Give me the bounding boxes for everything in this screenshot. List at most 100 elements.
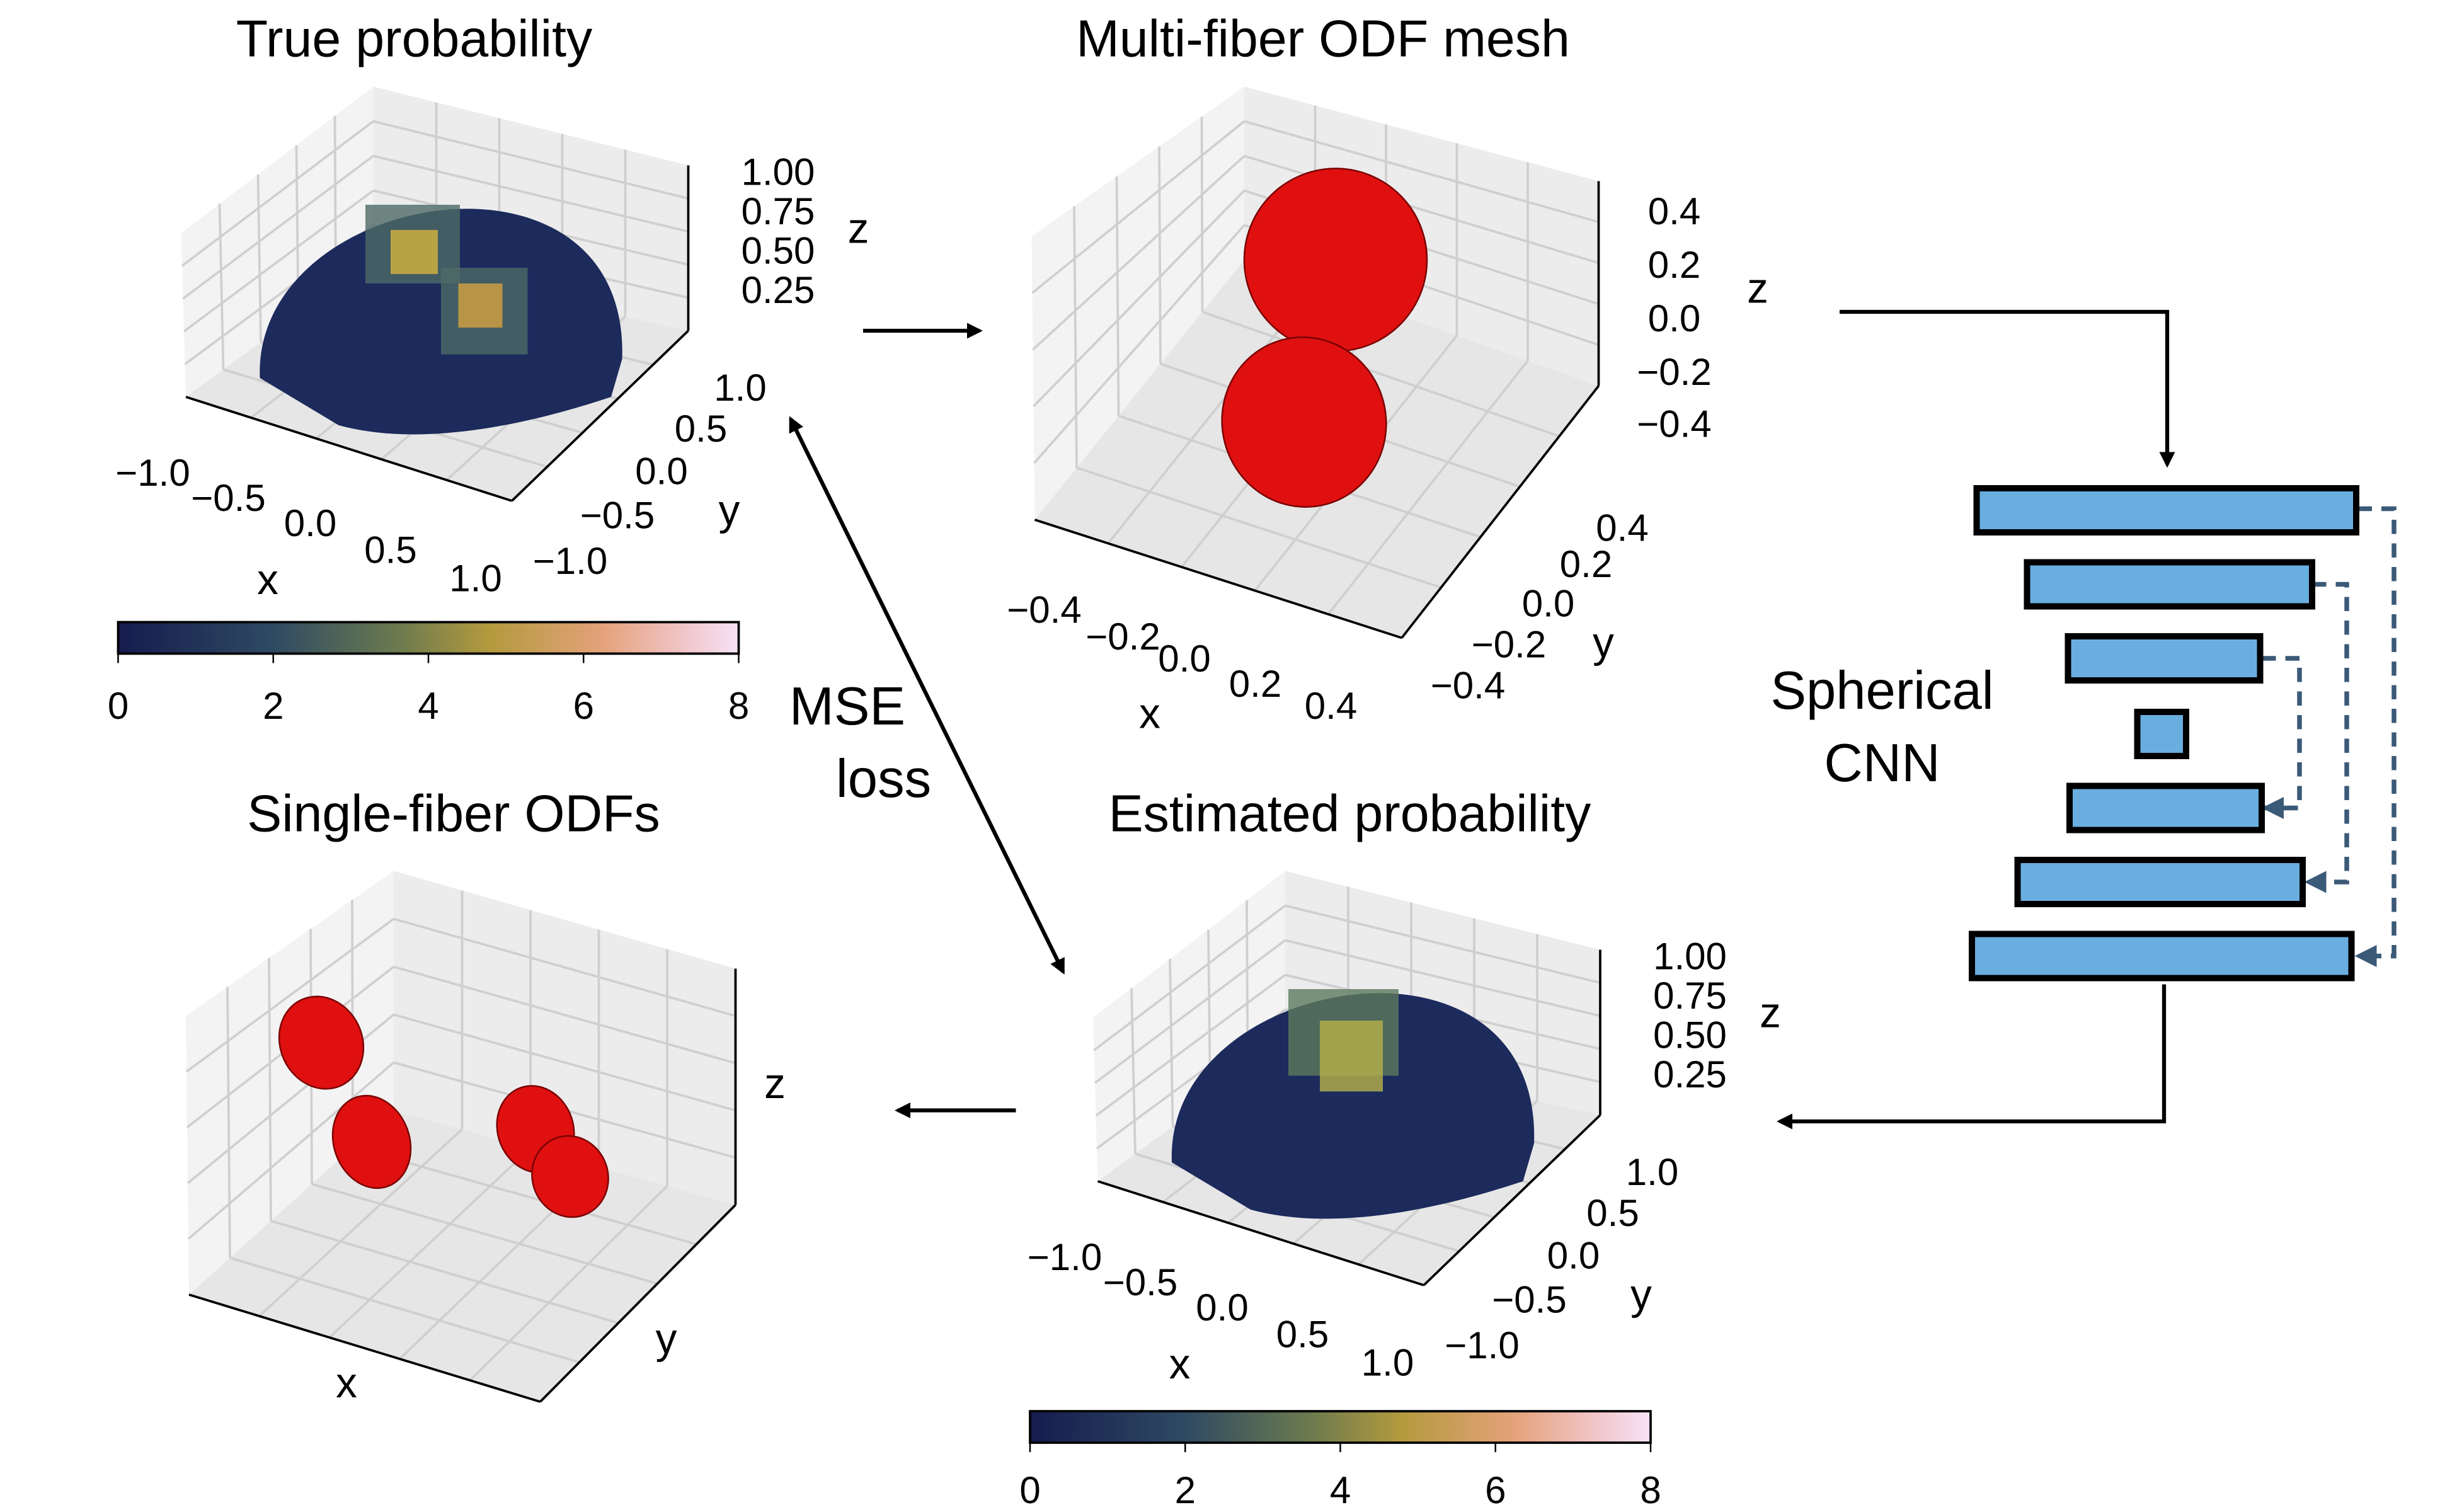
- network-label: CNN: [1824, 733, 1940, 793]
- grid-line: [393, 917, 736, 1017]
- odf-lobe: [531, 1135, 609, 1218]
- colorbar-tick-label: 2: [263, 685, 284, 727]
- panel-title: Estimated probability: [1109, 784, 1592, 842]
- colorbar: [117, 621, 740, 655]
- grid-line: [1031, 120, 1246, 294]
- odf-lobe: [1221, 336, 1387, 508]
- axis-line: [1423, 1114, 1601, 1286]
- z-tick-label: 0.0: [1648, 297, 1700, 340]
- y-tick-label: 1.0: [714, 367, 766, 409]
- panel-title: True probability: [236, 9, 593, 67]
- grid-line: [187, 1062, 395, 1240]
- skip-connection: [2304, 581, 2349, 893]
- loss-arrow: [789, 416, 1065, 975]
- x-tick-label: −0.5: [191, 477, 265, 519]
- grid-line: [1244, 120, 1600, 224]
- x-tick-label: −1.0: [1028, 1236, 1102, 1278]
- x-tick-label: 1.0: [449, 557, 501, 599]
- y-tick-label: 0.0: [1522, 582, 1574, 624]
- x-axis-label: x: [336, 1360, 357, 1407]
- pane: [394, 871, 736, 1205]
- z-tick-label: 0.75: [742, 190, 815, 232]
- grid-line: [268, 958, 272, 1222]
- x-tick-label: 1.0: [1361, 1341, 1414, 1383]
- z-tick-label: 0.75: [1653, 975, 1727, 1017]
- odf-lobe: [278, 995, 365, 1090]
- x-tick-label: −1.0: [115, 452, 190, 494]
- x-axis-label: x: [257, 556, 278, 604]
- colorbar-tick-label: 0: [1019, 1469, 1040, 1511]
- y-tick-label: 0.5: [675, 408, 727, 450]
- colorbar: [1029, 1410, 1652, 1444]
- colorbar-tick-label: 0: [108, 685, 129, 727]
- grid-line: [393, 1013, 736, 1112]
- z-tick-label: 1.00: [742, 151, 815, 193]
- cnn-layer: [2065, 633, 2264, 684]
- colorbar-tick-label: 2: [1175, 1469, 1196, 1511]
- skip-connection: [2262, 656, 2302, 819]
- z-tick-label: 0.50: [1653, 1014, 1727, 1056]
- z-axis-label: z: [1747, 265, 1768, 312]
- x-tick-label: 0.4: [1305, 685, 1357, 727]
- y-tick-label: −0.2: [1472, 623, 1546, 665]
- y-axis-label: y: [1630, 1271, 1652, 1319]
- x-axis-label: x: [1169, 1341, 1191, 1388]
- grid-line: [1033, 190, 1246, 408]
- arrow: [1777, 984, 2167, 1130]
- panel-title: Multi-fiber ODF mesh: [1076, 9, 1570, 67]
- probability-surface: [1171, 993, 1535, 1219]
- grid-line: [1201, 311, 1560, 438]
- panel-title: Single-fiber ODFs: [247, 784, 660, 842]
- grid-line: [352, 1146, 697, 1246]
- cnn-layer: [1973, 485, 2359, 536]
- grid-line: [1327, 360, 1529, 616]
- grid-line: [1095, 973, 1286, 1117]
- grid-line: [328, 1147, 532, 1339]
- grid-line: [229, 1256, 580, 1364]
- axis-line: [539, 1204, 736, 1403]
- z-tick-label: 0.4: [1648, 190, 1700, 232]
- grid-line: [311, 1183, 658, 1285]
- x-tick-label: 0.0: [1196, 1286, 1248, 1329]
- axis-line: [185, 396, 513, 502]
- grid-line: [185, 917, 395, 1073]
- y-tick-label: 0.0: [1547, 1234, 1600, 1276]
- colorbar-tick-label: 8: [728, 685, 749, 727]
- grid-line: [1115, 176, 1120, 416]
- grid-line: [1158, 146, 1162, 364]
- skip-connection: [2354, 506, 2397, 967]
- grid-line: [1200, 116, 1204, 312]
- plot-panel: Single-fiber ODFs x y z: [185, 784, 786, 1407]
- grid-line: [1094, 939, 1286, 1084]
- y-tick-label: −0.5: [1492, 1278, 1566, 1320]
- grid-line: [1285, 904, 1601, 984]
- pane: [181, 86, 374, 397]
- y-tick-label: −0.4: [1431, 664, 1505, 706]
- network-label: Spherical: [1770, 661, 1993, 721]
- arrow: [1840, 309, 2175, 468]
- z-tick-label: 0.25: [742, 269, 815, 311]
- y-axis-label: y: [1593, 619, 1614, 667]
- grid-line: [1093, 905, 1286, 1051]
- x-axis-label: x: [1139, 690, 1160, 737]
- y-axis-label: y: [719, 487, 740, 534]
- colorbar-tick-label: 8: [1640, 1469, 1661, 1511]
- axis-line: [1097, 1180, 1424, 1286]
- cnn-layer: [2134, 709, 2189, 759]
- x-tick-label: 0.0: [1158, 638, 1210, 680]
- hot-spot: [1320, 1021, 1383, 1092]
- cnn-layer: [2024, 559, 2315, 610]
- grid-line: [373, 154, 689, 233]
- z-tick-label: 0.2: [1648, 244, 1700, 286]
- cnn-layer: [2014, 857, 2306, 907]
- arrows: [789, 309, 2175, 1130]
- loss-label: loss: [836, 749, 931, 809]
- hot-spot: [458, 284, 503, 328]
- grid-line: [1076, 466, 1442, 589]
- grid-line: [1032, 155, 1246, 351]
- grid-line: [183, 189, 374, 333]
- colorbar-tick-label: 6: [1485, 1469, 1506, 1511]
- grid-line: [182, 155, 374, 300]
